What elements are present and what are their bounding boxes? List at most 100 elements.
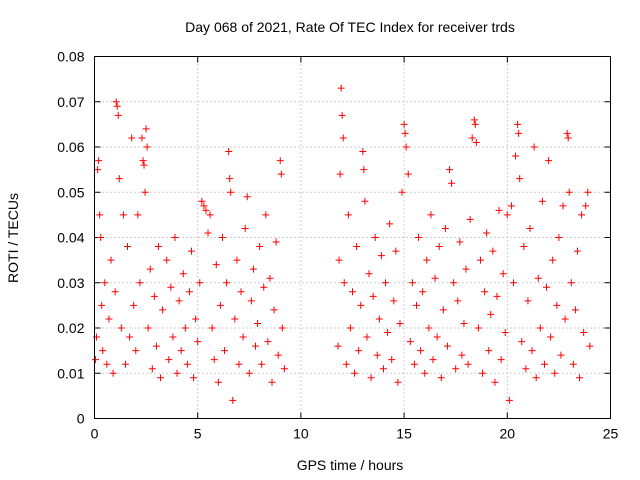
data-point <box>95 157 103 165</box>
data-point <box>268 378 276 386</box>
data-point <box>361 197 369 205</box>
y-tick-label: 0.01 <box>57 365 84 381</box>
data-point <box>483 229 491 237</box>
axis-ticks: 0 5 10 15 20 25 0 0.01 0.02 0.03 0.04 0.05 0.06 0.07 0… <box>57 49 618 442</box>
data-point <box>335 256 343 264</box>
data-point <box>226 175 234 183</box>
data-point <box>254 319 262 327</box>
data-point <box>435 243 443 251</box>
data-point <box>196 279 204 287</box>
data-point <box>410 360 418 368</box>
data-point <box>280 365 288 373</box>
data-point <box>505 396 513 404</box>
data-point <box>454 297 462 305</box>
data-point <box>441 224 449 232</box>
data-point <box>111 288 119 296</box>
data-point <box>503 211 511 219</box>
y-tick-label: 0.07 <box>57 94 84 110</box>
data-point <box>584 188 592 196</box>
y-tick-label: 0.06 <box>57 139 84 155</box>
data-point <box>202 206 210 214</box>
data-point <box>479 369 487 377</box>
data-point <box>408 279 416 287</box>
data-point <box>212 261 220 269</box>
data-point <box>425 324 433 332</box>
data-point <box>183 360 191 368</box>
data-point <box>159 306 167 314</box>
data-point <box>163 256 171 264</box>
data-point <box>564 134 572 142</box>
data-point <box>181 324 189 332</box>
data-point <box>206 211 214 219</box>
data-point <box>573 247 581 255</box>
y-tick-label: 0.03 <box>57 275 84 291</box>
data-point <box>241 224 249 232</box>
data-point <box>450 279 458 287</box>
data-point <box>276 157 284 165</box>
data-point <box>518 338 526 346</box>
data-point <box>357 301 365 309</box>
data-point <box>400 120 408 128</box>
data-point <box>367 374 375 382</box>
data-point <box>138 134 146 142</box>
data-point <box>512 152 520 160</box>
data-point <box>258 360 266 368</box>
data-point <box>417 347 425 355</box>
data-point <box>124 243 132 251</box>
data-point <box>146 265 154 273</box>
data-point <box>369 292 377 300</box>
data-point <box>571 306 579 314</box>
data-point <box>472 138 480 146</box>
data-point <box>99 347 107 355</box>
data-point <box>412 301 420 309</box>
data-point <box>136 279 144 287</box>
data-point <box>251 342 259 350</box>
data-point <box>115 175 123 183</box>
data-point <box>97 234 105 241</box>
data-point <box>419 288 427 296</box>
data-point <box>516 175 524 183</box>
data-point <box>109 369 117 377</box>
data-point <box>549 256 557 264</box>
x-tick-label: 0 <box>91 426 99 442</box>
data-point <box>458 351 466 359</box>
data-point <box>402 143 410 151</box>
data-point <box>152 342 160 350</box>
data-point <box>351 369 359 377</box>
data-point <box>390 297 398 305</box>
data-point <box>466 215 474 223</box>
data-point <box>173 369 181 377</box>
data-point <box>128 134 136 142</box>
data-point <box>476 256 484 264</box>
data-point <box>446 166 454 174</box>
data-point <box>130 301 138 309</box>
data-point <box>154 243 162 251</box>
data-point <box>200 202 208 210</box>
data-point <box>565 188 573 196</box>
data-point <box>427 211 435 219</box>
data-point <box>344 211 352 219</box>
data-point <box>148 365 156 373</box>
data-point <box>338 111 346 119</box>
data-point <box>392 247 400 255</box>
data-point <box>495 206 503 214</box>
data-point <box>536 324 544 332</box>
data-point <box>448 179 456 187</box>
data-point <box>272 238 280 246</box>
data-point <box>373 351 381 359</box>
data-point <box>237 288 245 296</box>
data-point <box>460 319 468 327</box>
data-point <box>92 356 100 364</box>
data-point <box>117 324 125 332</box>
data-point <box>243 193 251 201</box>
data-point <box>452 365 460 373</box>
data-point <box>491 378 499 386</box>
data-point <box>545 157 553 165</box>
data-point <box>157 374 165 382</box>
data-point <box>377 252 385 260</box>
data-point <box>538 197 546 205</box>
data-point <box>398 188 406 196</box>
data-point <box>105 315 113 323</box>
data-point <box>481 288 489 296</box>
